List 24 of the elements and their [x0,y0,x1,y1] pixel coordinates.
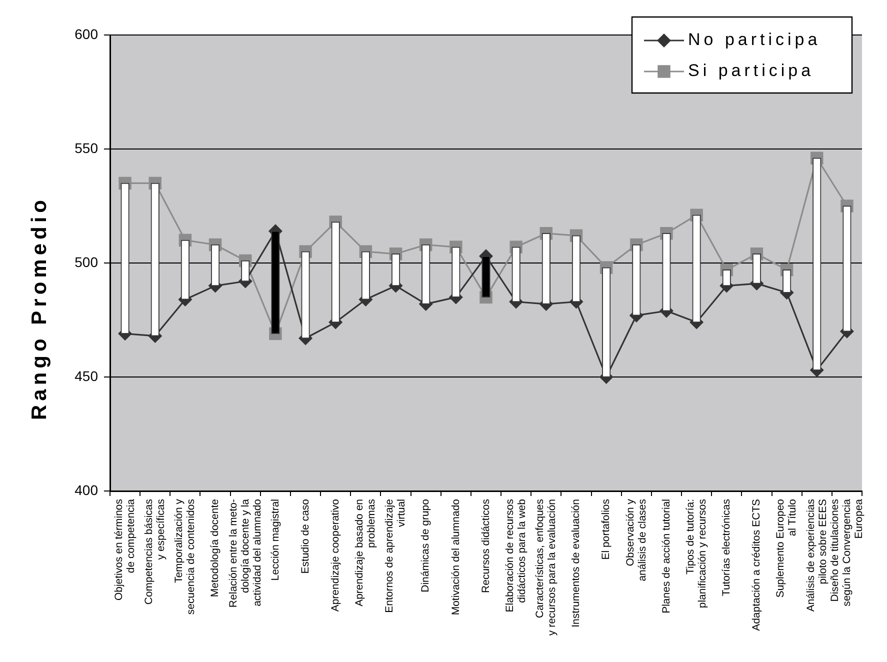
x-tick-label: Estudio de caso [299,498,312,574]
x-tick-label: El portafolios [600,499,612,560]
x-tick-label: Metodología docente [209,498,222,598]
legend-label: No participa [688,30,821,50]
x-tick-label: Objetivos en términos de competencia [112,498,137,601]
x-tick-label: Elaboración de recursos didácticos para la web [504,498,528,612]
x-tick-label: Instrumentos de evaluación [570,498,582,628]
y-tick-label: 400 [74,482,98,498]
y-tick-label: 450 [74,368,98,384]
y-axis-title: Rango Promedio [28,196,51,420]
x-tick-label: Lección magistral [269,499,282,581]
x-tick-label: Aprendizaje cooperativo [329,498,342,612]
x-tick-label: Dinámicas de grupo [420,498,432,592]
legend-label: Si participa [688,61,814,80]
y-tick-label: 600 [74,26,98,42]
x-tick-label: Suplemento Europeo al Título [774,498,799,598]
x-tick-label: Motivación del alumnado [450,498,462,616]
x-tick-label: Planes de acción tutorial [660,499,672,614]
y-tick-label: 550 [74,140,98,156]
x-tick-label: Adaptación a créditos ECTS [750,499,763,631]
x-tick-label: Recursos didácticos [480,499,492,593]
x-tick-label: Tutorías electrónicas [720,499,733,596]
y-tick-label: 500 [74,254,98,270]
x-tick-label: Aprendizaje basado en problemas [354,498,378,606]
